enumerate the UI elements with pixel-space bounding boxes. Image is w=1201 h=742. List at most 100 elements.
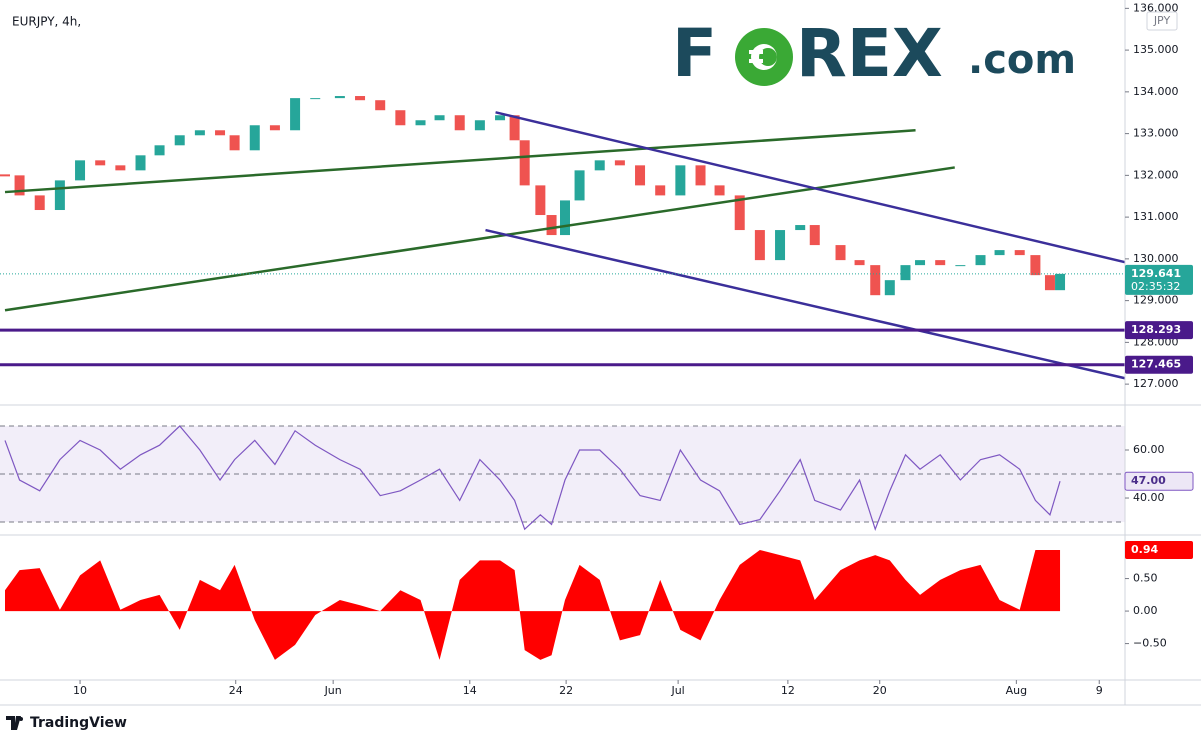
trend-line xyxy=(4,166,955,312)
candle xyxy=(495,115,506,121)
candle xyxy=(655,185,666,196)
candle xyxy=(519,140,530,186)
brand-icon xyxy=(19,717,23,721)
candle xyxy=(675,165,686,196)
candle xyxy=(884,280,895,296)
correlation-last-box xyxy=(1125,540,1193,559)
brand-icon xyxy=(6,716,21,730)
candle xyxy=(546,215,557,236)
candle xyxy=(635,165,646,186)
candle xyxy=(249,125,260,151)
trend-line xyxy=(485,228,1126,380)
x-tick-label: 20 xyxy=(873,684,887,697)
candle xyxy=(955,265,966,267)
symbol: EURJPY, 4h, xyxy=(12,15,81,29)
y-tick-label: 130.000 xyxy=(1133,252,1179,265)
y-tick-label: 127.000 xyxy=(1133,377,1179,390)
candle xyxy=(695,165,706,186)
candle xyxy=(1014,250,1025,256)
x-tick-label: 14 xyxy=(463,684,477,697)
candle xyxy=(994,250,1005,256)
candle xyxy=(54,180,65,211)
correlation-last: 0.94 xyxy=(1131,543,1158,556)
logo-bar xyxy=(749,50,763,54)
x-tick-label: Jul xyxy=(670,684,684,697)
x-tick-label: Aug xyxy=(1006,684,1027,697)
candle xyxy=(474,120,485,131)
y-tick-label: 60.00 xyxy=(1133,443,1165,456)
candle xyxy=(775,230,786,261)
candle xyxy=(915,260,926,266)
candle xyxy=(734,195,745,231)
candle xyxy=(215,130,226,136)
y-tick-label: −0.50 xyxy=(1133,637,1167,650)
level-label: 128.293 xyxy=(1131,323,1181,336)
plots xyxy=(0,96,1126,660)
rsi-last: 47.00 xyxy=(1131,474,1166,487)
level-label-box xyxy=(1125,355,1193,374)
candle xyxy=(375,100,386,111)
candle xyxy=(809,225,820,246)
candle xyxy=(754,230,765,261)
candle xyxy=(14,175,25,196)
candle xyxy=(194,130,205,136)
candle xyxy=(355,96,366,101)
candle xyxy=(229,135,240,151)
y-tick-label: 135.000 xyxy=(1133,43,1179,56)
candle xyxy=(835,245,846,261)
y-tick-label: 0.50 xyxy=(1133,572,1158,585)
logo-circle-inner xyxy=(759,48,777,66)
logo-text: REX xyxy=(796,15,943,92)
y-tick-label: 136.000 xyxy=(1133,1,1179,14)
x-tick-label: 9 xyxy=(1096,684,1103,697)
candle xyxy=(854,260,865,266)
candle xyxy=(34,195,45,211)
y-tick-label: 132.000 xyxy=(1133,168,1179,181)
y-tick-label: 131.000 xyxy=(1133,210,1179,223)
candle xyxy=(614,160,625,166)
candle xyxy=(95,160,106,166)
candle xyxy=(900,265,911,281)
candle xyxy=(395,110,406,126)
logo-text: F xyxy=(672,15,717,92)
countdown: 02:35:32 xyxy=(1131,280,1180,293)
candle xyxy=(1055,273,1066,291)
candle xyxy=(795,225,806,231)
trend-line xyxy=(495,111,1126,264)
candle xyxy=(714,185,725,196)
level-label: 127.465 xyxy=(1131,358,1181,371)
correlation-area xyxy=(5,549,1061,660)
y-tick-label: 133.000 xyxy=(1133,127,1179,140)
candle xyxy=(115,165,126,171)
candle xyxy=(154,145,165,156)
rsi-last-box xyxy=(1124,471,1194,491)
logo-bar xyxy=(749,59,763,63)
rsi-line xyxy=(4,425,1061,532)
logo: F REX .com xyxy=(672,15,1076,92)
trend-line xyxy=(4,129,916,194)
candle xyxy=(935,260,946,266)
candle xyxy=(975,255,986,266)
last-price: 129.641 xyxy=(1131,267,1181,280)
currency-box xyxy=(1146,11,1178,31)
y-tick-label: 0.00 xyxy=(1133,604,1158,617)
candle xyxy=(1044,275,1055,291)
x-tick-label: 12 xyxy=(781,684,795,697)
last-price-box xyxy=(1125,264,1193,295)
candle xyxy=(574,170,585,201)
footer: TradingView xyxy=(6,715,127,731)
currency: JPY xyxy=(1153,14,1171,27)
candle xyxy=(135,155,146,171)
y-tick-label: 40.00 xyxy=(1133,491,1165,504)
candle xyxy=(434,115,445,121)
x-tick-label: 22 xyxy=(559,684,573,697)
brand: TradingView xyxy=(30,715,127,731)
candle xyxy=(454,115,465,131)
x-tick-label: Jun xyxy=(324,684,342,697)
y-tick-label: 134.000 xyxy=(1133,85,1179,98)
candle xyxy=(509,115,520,141)
logo-text: .com xyxy=(968,37,1076,83)
x-tick-label: 10 xyxy=(73,684,87,697)
candle xyxy=(310,98,321,100)
